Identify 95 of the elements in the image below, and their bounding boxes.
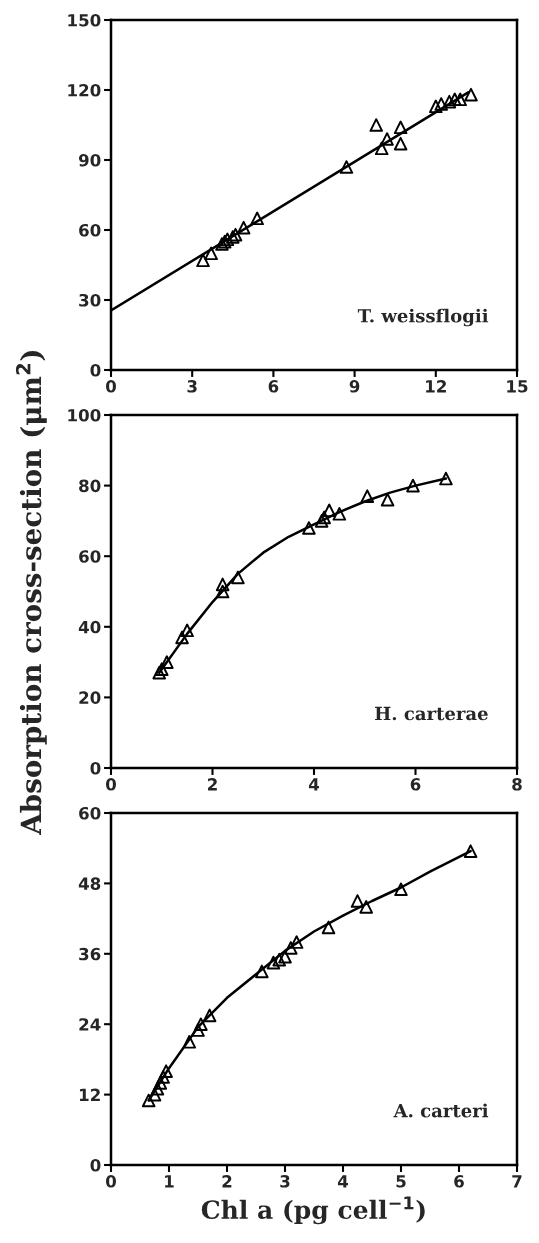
point xyxy=(255,964,269,979)
point xyxy=(150,1081,165,1096)
point xyxy=(250,211,264,226)
point xyxy=(317,510,331,525)
point xyxy=(442,94,457,109)
y-tick-label: 120 xyxy=(68,83,101,97)
y-tick-label: 0 xyxy=(90,363,101,377)
point xyxy=(154,662,169,676)
point xyxy=(322,503,337,518)
point xyxy=(359,900,373,914)
y-tick-label: 30 xyxy=(79,293,101,307)
x-axis-title: Chl a (pg cell$^{−1}$) xyxy=(201,1196,425,1225)
point xyxy=(439,471,453,486)
point xyxy=(350,894,365,908)
point xyxy=(215,584,230,599)
x-tick-label: 3 xyxy=(280,1175,290,1188)
y-axis-title: Absorption cross-section (μm$^{2}$) xyxy=(15,351,47,836)
point xyxy=(231,570,245,585)
y-tick-label: 80 xyxy=(79,479,101,493)
x-tick-label: 0 xyxy=(106,380,116,393)
y-tick-label: 24 xyxy=(79,1018,101,1031)
point xyxy=(202,1008,217,1023)
point xyxy=(266,955,281,970)
point xyxy=(272,952,286,967)
x-tick-label: 4 xyxy=(308,778,320,791)
point xyxy=(453,92,467,107)
y-tick-label: 60 xyxy=(79,806,101,820)
x-tick-label: 6 xyxy=(410,778,421,791)
x-tick-label: 0 xyxy=(106,1175,116,1188)
y-tick-label: 0 xyxy=(90,1158,101,1172)
point xyxy=(147,1087,162,1102)
y-tick-label: 90 xyxy=(78,153,101,167)
point xyxy=(447,92,462,107)
point xyxy=(332,507,347,521)
point xyxy=(160,655,174,669)
y-tick-label: 20 xyxy=(79,691,101,704)
y-tick-label: 48 xyxy=(78,877,101,890)
point xyxy=(159,1064,173,1078)
point xyxy=(204,246,218,261)
point xyxy=(175,630,189,645)
point xyxy=(314,514,329,528)
point xyxy=(380,132,394,146)
point xyxy=(369,118,384,132)
point xyxy=(191,1023,205,1037)
point xyxy=(152,665,166,680)
point xyxy=(380,492,395,507)
point xyxy=(156,1070,170,1084)
point xyxy=(141,1093,156,1108)
point xyxy=(302,521,316,535)
annotation: H. carterae xyxy=(375,706,488,721)
x-tick-label: 0 xyxy=(106,778,116,791)
point xyxy=(196,253,210,268)
point xyxy=(429,99,443,114)
x-tick-label: 5 xyxy=(396,1175,406,1188)
point xyxy=(236,220,251,235)
point xyxy=(393,136,408,151)
point xyxy=(339,160,354,174)
y-tick-label: 36 xyxy=(79,947,101,961)
point xyxy=(321,920,336,935)
x-tick-label: 6 xyxy=(454,1175,464,1188)
point xyxy=(406,478,420,493)
point xyxy=(464,87,478,102)
x-tick-label: 9 xyxy=(349,380,360,393)
point xyxy=(463,844,478,858)
x-tick-label: 8 xyxy=(512,778,522,791)
y-tick-label: 60 xyxy=(79,223,101,237)
point xyxy=(153,1076,168,1090)
point xyxy=(434,97,448,111)
y-tick-label: 12 xyxy=(79,1088,100,1101)
y-tick-label: 40 xyxy=(78,620,101,634)
y-tick-label: 100 xyxy=(68,408,101,422)
point xyxy=(394,882,408,897)
point xyxy=(194,1017,208,1031)
annotation: A. carteri xyxy=(393,1103,489,1118)
x-tick-label: 4 xyxy=(337,1175,349,1188)
point xyxy=(215,577,230,592)
x-tick-label: 1 xyxy=(165,1175,174,1188)
point xyxy=(360,489,375,503)
y-tick-label: 60 xyxy=(79,550,101,563)
x-tick-label: 6 xyxy=(268,380,279,393)
x-tick-label: 3 xyxy=(187,380,197,393)
x-tick-label: 15 xyxy=(507,380,528,393)
x-tick-label: 7 xyxy=(512,1175,522,1188)
point xyxy=(393,120,408,135)
point xyxy=(180,623,194,638)
annotation: T. weissflogii xyxy=(357,308,489,327)
x-tick-label: 12 xyxy=(426,380,446,393)
x-tick-label: 2 xyxy=(208,778,217,791)
y-tick-label: 0 xyxy=(90,761,101,775)
point xyxy=(182,1035,197,1049)
y-tick-label: 150 xyxy=(68,13,101,27)
point xyxy=(289,935,304,949)
point xyxy=(374,141,389,156)
point xyxy=(284,941,298,955)
x-tick-label: 2 xyxy=(222,1175,232,1188)
